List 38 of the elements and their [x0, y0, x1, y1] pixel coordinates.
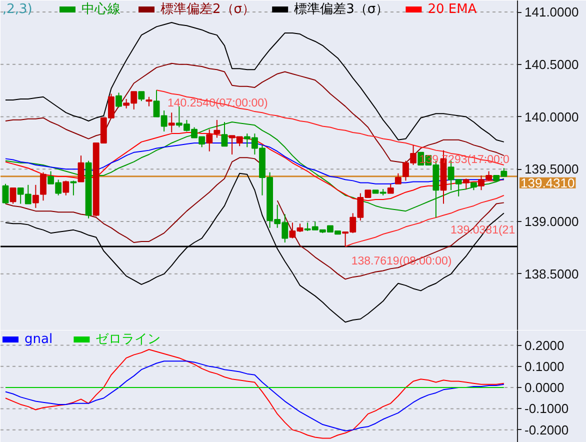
y-tick-label: 0.0000 [524, 380, 564, 396]
legend-label: 標準偏差2（σ） [160, 2, 256, 17]
candlestick [138, 91, 145, 102]
y-tick-label: 140.0000 [524, 109, 579, 124]
y-tick-label: 138.5000 [524, 266, 579, 282]
candlestick [168, 112, 175, 133]
legend-label: gnal [24, 332, 53, 347]
line-series [4, 349, 504, 439]
candlestick [62, 180, 70, 196]
candlestick [214, 119, 220, 138]
candlestick [10, 188, 16, 204]
y-tick-label: 141.0000 [524, 4, 579, 20]
legend-label: 標準偏差3（σ） [294, 2, 389, 17]
legend-label: 20 EMA [428, 2, 477, 17]
candlestick [2, 183, 9, 204]
candlestick [394, 172, 402, 184]
candlestick [387, 183, 394, 194]
candlestick [78, 155, 84, 182]
ref-line-label: 139.4310 [520, 175, 575, 190]
annotation: ,2,3) [2, 2, 32, 17]
y-tick-label: -0.1000 [524, 401, 569, 416]
y-tick-label: 139.5000 [524, 162, 579, 177]
y-tick-label: -0.2000 [524, 422, 569, 438]
line-series [4, 22, 504, 142]
y-tick-label: 139.0000 [524, 214, 579, 230]
candlestick [206, 128, 213, 152]
candlestick [116, 92, 122, 108]
candlestick [40, 172, 46, 202]
legend-label: 中心線 [82, 1, 120, 17]
y-tick-label: 0.1000 [524, 358, 564, 374]
candlestick [70, 180, 77, 196]
candlestick [462, 178, 470, 190]
y-tick-label: 0.2000 [524, 338, 564, 353]
candlestick [32, 184, 39, 208]
legend-label: ゼロライン [96, 332, 161, 347]
candlestick [146, 96, 152, 107]
line-series [4, 360, 504, 432]
y-tick-label: 140.5000 [524, 56, 579, 72]
